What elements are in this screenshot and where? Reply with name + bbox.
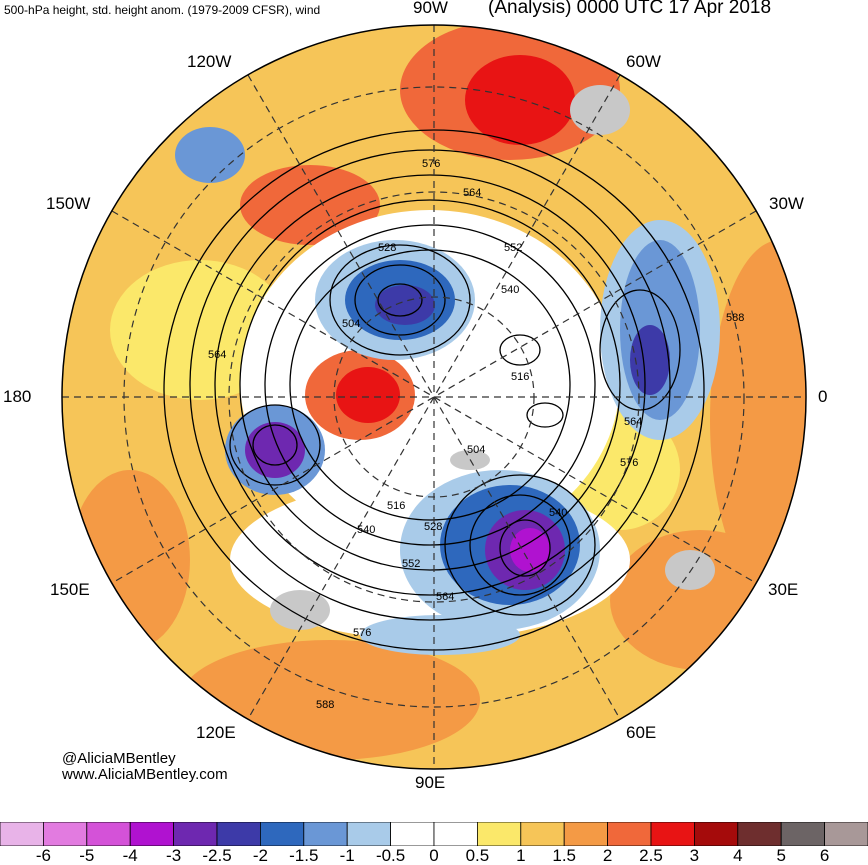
contour-label: 516 xyxy=(387,500,405,512)
cold-anomaly xyxy=(375,285,435,325)
lon-label-120w: 120W xyxy=(187,52,232,71)
colorbar-segment xyxy=(737,822,782,846)
warm-anomaly xyxy=(70,470,190,650)
colorbar-tick-label: -0.5 xyxy=(375,846,406,865)
contour-label: 564 xyxy=(208,349,226,361)
graticule xyxy=(62,25,806,769)
contour-label: 540 xyxy=(549,507,567,519)
colorbar-segment xyxy=(303,822,348,846)
lon-label-180: 180 xyxy=(3,387,32,406)
credit-website: www.AliciaMBentley.com xyxy=(62,766,228,783)
colorbar-tick-label: -5 xyxy=(79,846,95,865)
colorbar-tick-label: 1 xyxy=(516,846,526,865)
colorbar-tick-label: 1.5 xyxy=(552,846,577,865)
colorbar-tick-label: -3 xyxy=(166,846,182,865)
colorbar-tick-label: -4 xyxy=(122,846,138,865)
colorbar-tick-label: 0 xyxy=(429,846,439,865)
anomaly-colorbar xyxy=(0,822,868,846)
contour-label: 552 xyxy=(504,242,522,254)
contour-label: 504 xyxy=(342,318,360,330)
map-description: 500-hPa height, std. height anom. (1979-… xyxy=(4,3,321,17)
cold-anomaly xyxy=(510,528,550,572)
contour-label: 504 xyxy=(467,444,485,456)
contour-label: 576 xyxy=(620,457,638,469)
lon-label-30w: 30W xyxy=(769,194,804,213)
colorbar-segment xyxy=(476,822,522,846)
colorbar-tick-label: -2.5 xyxy=(202,846,232,865)
colorbar-tick-label: 5 xyxy=(776,846,786,865)
contour-label: 576 xyxy=(353,627,371,639)
colorbar-segment xyxy=(433,822,478,846)
contour-label: 528 xyxy=(424,521,442,533)
map-valid-time: (Analysis) 0000 UTC 17 Apr 2018 xyxy=(488,0,772,18)
colorbar-tick-label: 2.5 xyxy=(639,846,663,865)
credit-name: @AliciaMBentley xyxy=(62,750,176,767)
cold-anomaly xyxy=(175,127,245,183)
map-border xyxy=(61,24,807,770)
colorbar-segment xyxy=(346,822,392,846)
colorbar-tick-label: 2 xyxy=(602,846,613,865)
warm-anomaly xyxy=(610,530,790,670)
colorbar-tick-label: 3 xyxy=(689,846,700,865)
colorbar-tick-label: -1 xyxy=(339,846,355,865)
contour-label: 528 xyxy=(378,242,396,254)
colorbar-tick-label: 0.5 xyxy=(465,846,490,865)
contour-label: 564 xyxy=(624,416,642,428)
colorbar-tick-label: -1.5 xyxy=(289,846,319,865)
lon-label-120e: 120E xyxy=(196,723,236,742)
contour-label: 576 xyxy=(422,158,440,170)
lon-label-150e: 150E xyxy=(50,580,90,599)
lon-label-90e: 90E xyxy=(415,773,446,792)
lon-label-90w: 90W xyxy=(413,0,448,17)
lon-label-30e: 30E xyxy=(768,580,799,599)
contour-labels: 576 564 552 528 540 504 516 504 564 576 … xyxy=(208,158,744,711)
cold-anomaly xyxy=(360,615,520,655)
colorbar-segment xyxy=(607,822,652,846)
colorbar-segment xyxy=(563,822,609,846)
colorbar-segment xyxy=(43,822,88,846)
warm-anomaly xyxy=(710,240,806,600)
colorbar-segment xyxy=(520,822,565,846)
warm-anomaly xyxy=(240,165,380,245)
terrain-mask xyxy=(665,550,715,590)
colorbar-segment xyxy=(129,822,174,846)
lon-label-60w: 60W xyxy=(626,52,661,71)
colorbar-segment xyxy=(824,822,868,846)
colorbar-tick-label: -6 xyxy=(35,846,51,865)
lon-label-0: 0 xyxy=(818,387,828,406)
lon-label-150w: 150W xyxy=(46,194,91,213)
contour-label: 540 xyxy=(357,524,375,536)
colorbar-segment xyxy=(0,822,44,846)
warm-anomaly xyxy=(465,55,575,145)
cold-anomaly xyxy=(245,422,305,478)
contour-label: 516 xyxy=(511,371,529,383)
contour-label: 564 xyxy=(436,591,454,603)
contour-label: 552 xyxy=(402,558,420,570)
contour-label: 588 xyxy=(726,312,744,324)
colorbar-tick-label: 4 xyxy=(733,846,743,865)
contour-label: 564 xyxy=(463,187,481,199)
colorbar-segment xyxy=(650,822,695,846)
colorbar-segment xyxy=(390,822,435,846)
colorbar-tick-label: 6 xyxy=(819,846,830,865)
contour-label: 588 xyxy=(316,699,334,711)
colorbar-segment xyxy=(780,822,826,846)
height-contours xyxy=(163,129,705,651)
terrain-mask xyxy=(270,590,330,630)
colorbar-segment xyxy=(694,822,739,846)
colorbar-tick-label: -2 xyxy=(252,846,268,865)
colorbar-segment xyxy=(216,822,261,846)
colorbar-segment xyxy=(86,822,131,846)
colorbar-segment xyxy=(259,822,305,846)
lon-label-60e: 60E xyxy=(626,723,657,742)
contour-label: 540 xyxy=(501,284,519,296)
colorbar-segment xyxy=(173,822,218,846)
